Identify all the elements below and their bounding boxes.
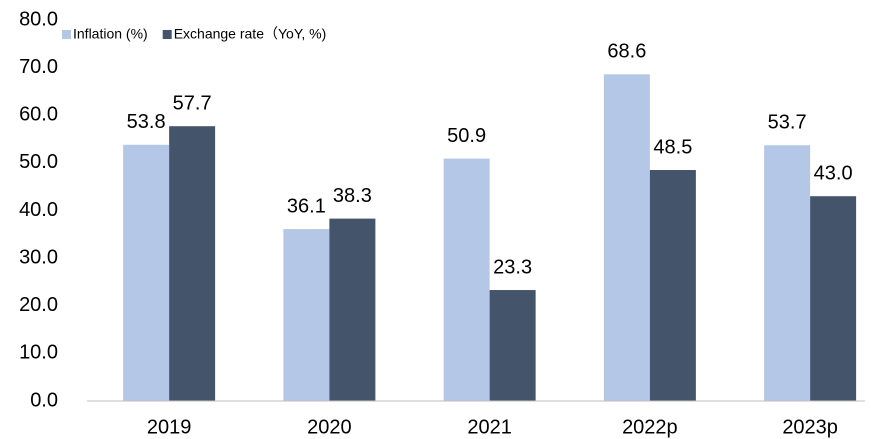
bar bbox=[810, 196, 857, 401]
bar bbox=[329, 218, 376, 401]
bar bbox=[649, 170, 696, 401]
data-label: 36.1 bbox=[287, 195, 326, 217]
legend-swatch bbox=[62, 30, 71, 39]
bar bbox=[169, 126, 216, 402]
data-label: 48.5 bbox=[653, 136, 692, 158]
y-tick-label: 80.0 bbox=[19, 8, 58, 30]
data-label: 43.0 bbox=[814, 162, 853, 184]
x-tick-label: 2019 bbox=[147, 416, 192, 438]
y-tick-label: 0.0 bbox=[30, 389, 58, 411]
bar bbox=[603, 74, 650, 401]
y-tick-label: 60.0 bbox=[19, 104, 58, 126]
y-tick-label: 50.0 bbox=[19, 151, 58, 173]
bar bbox=[764, 145, 811, 401]
x-tick-label: 2021 bbox=[467, 416, 512, 438]
data-label: 53.8 bbox=[127, 111, 166, 133]
legend-label: Inflation (%) bbox=[73, 26, 148, 42]
y-tick-label: 10.0 bbox=[19, 342, 58, 364]
data-label: 57.7 bbox=[173, 92, 212, 114]
y-tick-label: 20.0 bbox=[19, 294, 58, 316]
bar bbox=[443, 158, 490, 401]
data-label: 23.3 bbox=[493, 256, 532, 278]
data-label: 53.7 bbox=[768, 112, 807, 134]
x-tick-label: 2020 bbox=[307, 416, 352, 438]
data-label: 50.9 bbox=[447, 125, 486, 147]
bar bbox=[283, 229, 330, 401]
y-tick-label: 40.0 bbox=[19, 199, 58, 221]
data-label: 68.6 bbox=[607, 41, 646, 63]
x-tick-label: 2022p bbox=[622, 416, 678, 438]
legend-label: Exchange rate（YoY, %) bbox=[174, 26, 327, 42]
y-tick-label: 30.0 bbox=[19, 246, 58, 268]
bar bbox=[123, 144, 170, 401]
bar bbox=[489, 290, 536, 401]
x-tick-label: 2023p bbox=[782, 416, 838, 438]
legend-swatch bbox=[162, 30, 172, 39]
y-tick-label: 70.0 bbox=[19, 56, 58, 78]
data-label: 38.3 bbox=[333, 185, 372, 207]
